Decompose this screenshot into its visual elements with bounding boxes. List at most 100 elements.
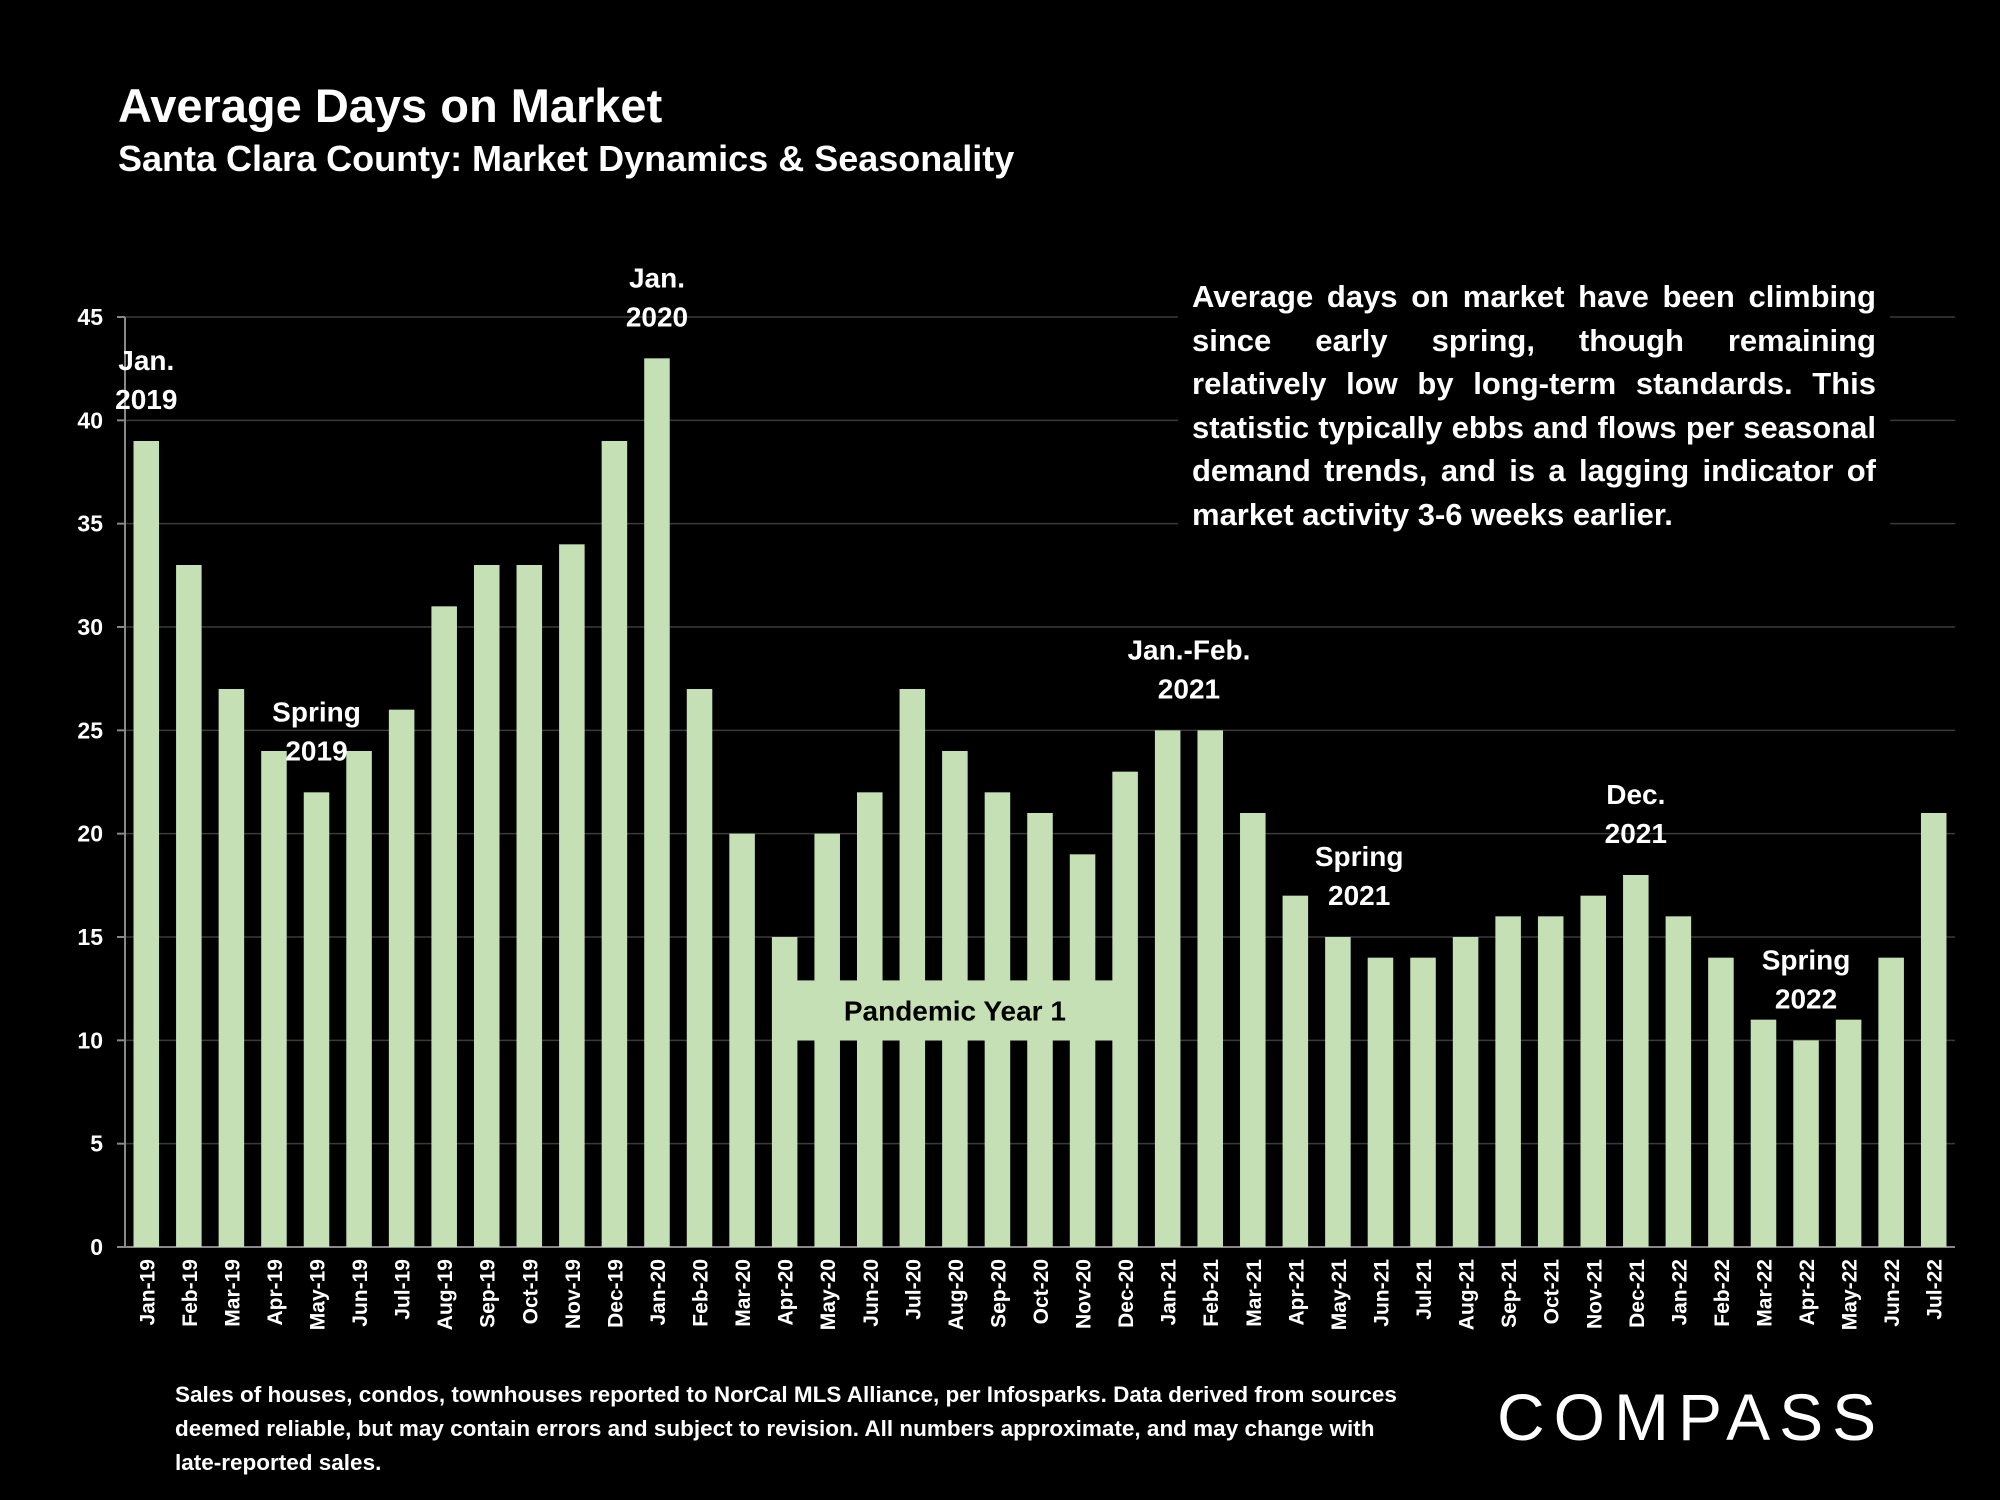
compass-logo: COMPASS	[1497, 1382, 1876, 1452]
y-tick-label: 40	[77, 407, 103, 433]
x-tick-label: Jul-21	[1413, 1259, 1436, 1320]
annotation-line: 2022	[1775, 983, 1837, 1014]
annotation-line: 2019	[115, 384, 177, 415]
x-tick-label: Sep-21	[1498, 1259, 1521, 1328]
bar	[261, 751, 287, 1247]
y-tick-label: 20	[77, 821, 103, 847]
bar	[771, 937, 798, 1247]
x-tick-label: Dec-19	[604, 1259, 627, 1328]
annotation: Spring 2022	[1762, 944, 1851, 1014]
bar	[644, 358, 670, 1247]
bar	[1580, 895, 1607, 1247]
pandemic-band: Pandemic Year 1	[795, 980, 1115, 1041]
x-tick-label: Dec-20	[1115, 1259, 1138, 1328]
chart-title: Average Days on Market	[118, 79, 663, 132]
annotation-line: 2021	[1158, 673, 1220, 704]
bar	[388, 709, 415, 1247]
bar	[1537, 916, 1564, 1247]
bar	[303, 792, 330, 1247]
x-tick-label: Jan-21	[1158, 1259, 1181, 1326]
annotation: Jan. 2019	[115, 345, 177, 415]
x-tick-label: Mar-22	[1753, 1259, 1776, 1327]
annotation-line: 2020	[626, 301, 688, 332]
x-tick-label: Feb-22	[1711, 1259, 1734, 1327]
x-tick-label: Jun-21	[1370, 1259, 1393, 1327]
x-tick-label: Jul-22	[1924, 1259, 1947, 1320]
y-tick-label: 35	[77, 511, 103, 537]
bar	[1878, 957, 1904, 1247]
annotation-line: 2021	[1328, 880, 1390, 911]
x-tick-label: Jun-20	[860, 1259, 883, 1327]
bar	[1240, 813, 1266, 1247]
x-tick-label: Apr-20	[775, 1259, 798, 1326]
bar	[1367, 957, 1394, 1247]
y-tick-label: 30	[77, 614, 103, 640]
bar	[1452, 937, 1479, 1247]
annotation: Spring 2021	[1315, 841, 1404, 911]
bar	[1325, 937, 1351, 1247]
x-tick-label: Nov-21	[1583, 1259, 1606, 1329]
x-tick-label: Jan-19	[136, 1259, 159, 1326]
bar	[133, 441, 160, 1247]
annotation: Spring 2019	[272, 696, 361, 766]
bar	[1665, 916, 1692, 1247]
bar	[601, 441, 628, 1247]
bar	[559, 544, 585, 1247]
bar	[1112, 771, 1138, 1247]
x-tick-label: Aug-21	[1456, 1259, 1479, 1330]
x-tick-label: Oct-19	[519, 1259, 542, 1324]
x-tick-label: Mar-21	[1243, 1259, 1266, 1327]
annotation-line: Spring	[272, 696, 361, 727]
annotation: Jan.-Feb. 2021	[1127, 634, 1250, 704]
bar	[1069, 854, 1096, 1247]
bar	[346, 751, 372, 1247]
annotation-line: Spring	[1315, 841, 1404, 872]
bar	[1793, 1040, 1819, 1247]
annotation-line: Jan.	[118, 345, 174, 376]
pandemic-band-label: Pandemic Year 1	[844, 995, 1066, 1026]
y-tick-label: 10	[77, 1027, 103, 1053]
bar	[1154, 730, 1181, 1247]
y-tick-label: 5	[90, 1131, 103, 1157]
pandemic-band-rect	[795, 980, 1115, 1041]
x-axis: Jan-19 Feb-19 Mar-19 Apr-19 May-19 Jun-19 Jul-…	[136, 1259, 1946, 1331]
bar	[686, 689, 713, 1247]
x-tick-label: May-19	[307, 1259, 330, 1330]
y-tick-label: 25	[77, 717, 103, 743]
y-tick-label: 0	[90, 1234, 103, 1260]
x-tick-label: May-20	[817, 1259, 840, 1330]
x-tick-label: Feb-19	[179, 1259, 202, 1327]
chart-subtitle: Santa Clara County: Market Dynamics & Se…	[118, 138, 1015, 179]
bar	[473, 565, 500, 1247]
bar	[176, 565, 202, 1247]
x-tick-label: Dec-21	[1626, 1259, 1649, 1328]
annotation: Dec. 2021	[1605, 779, 1667, 849]
bar	[1920, 813, 1947, 1247]
bar	[1623, 875, 1649, 1247]
x-tick-label: Apr-19	[264, 1259, 287, 1326]
x-tick-label: Mar-20	[732, 1259, 755, 1327]
annotation-line: Dec.	[1606, 779, 1665, 810]
bar	[899, 689, 926, 1247]
x-tick-label: Jul-20	[902, 1259, 925, 1320]
annotation-line: 2021	[1605, 818, 1667, 849]
bar	[218, 689, 245, 1247]
commentary-text: Average days on market have been climbin…	[1178, 275, 1890, 536]
bars	[133, 358, 1947, 1247]
y-tick-label: 15	[77, 924, 103, 950]
x-tick-label: Jul-19	[392, 1259, 415, 1320]
x-tick-label: Jun-22	[1881, 1259, 1904, 1327]
bar	[516, 565, 543, 1247]
y-axis: 0 5 10 15 20 25 30 35 40 45	[77, 304, 126, 1260]
annotation: Jan. 2020	[626, 262, 688, 332]
bar	[1197, 730, 1223, 1247]
footnote: Sales of houses, condos, townhouses repo…	[175, 1382, 1397, 1475]
x-tick-label: Oct-21	[1541, 1259, 1564, 1325]
x-tick-label: Feb-21	[1200, 1259, 1223, 1327]
x-tick-label: Mar-19	[221, 1259, 244, 1327]
bar	[431, 606, 457, 1247]
x-tick-label: Nov-19	[562, 1259, 585, 1329]
x-tick-label: Sep-19	[477, 1259, 500, 1328]
bar	[729, 833, 755, 1247]
